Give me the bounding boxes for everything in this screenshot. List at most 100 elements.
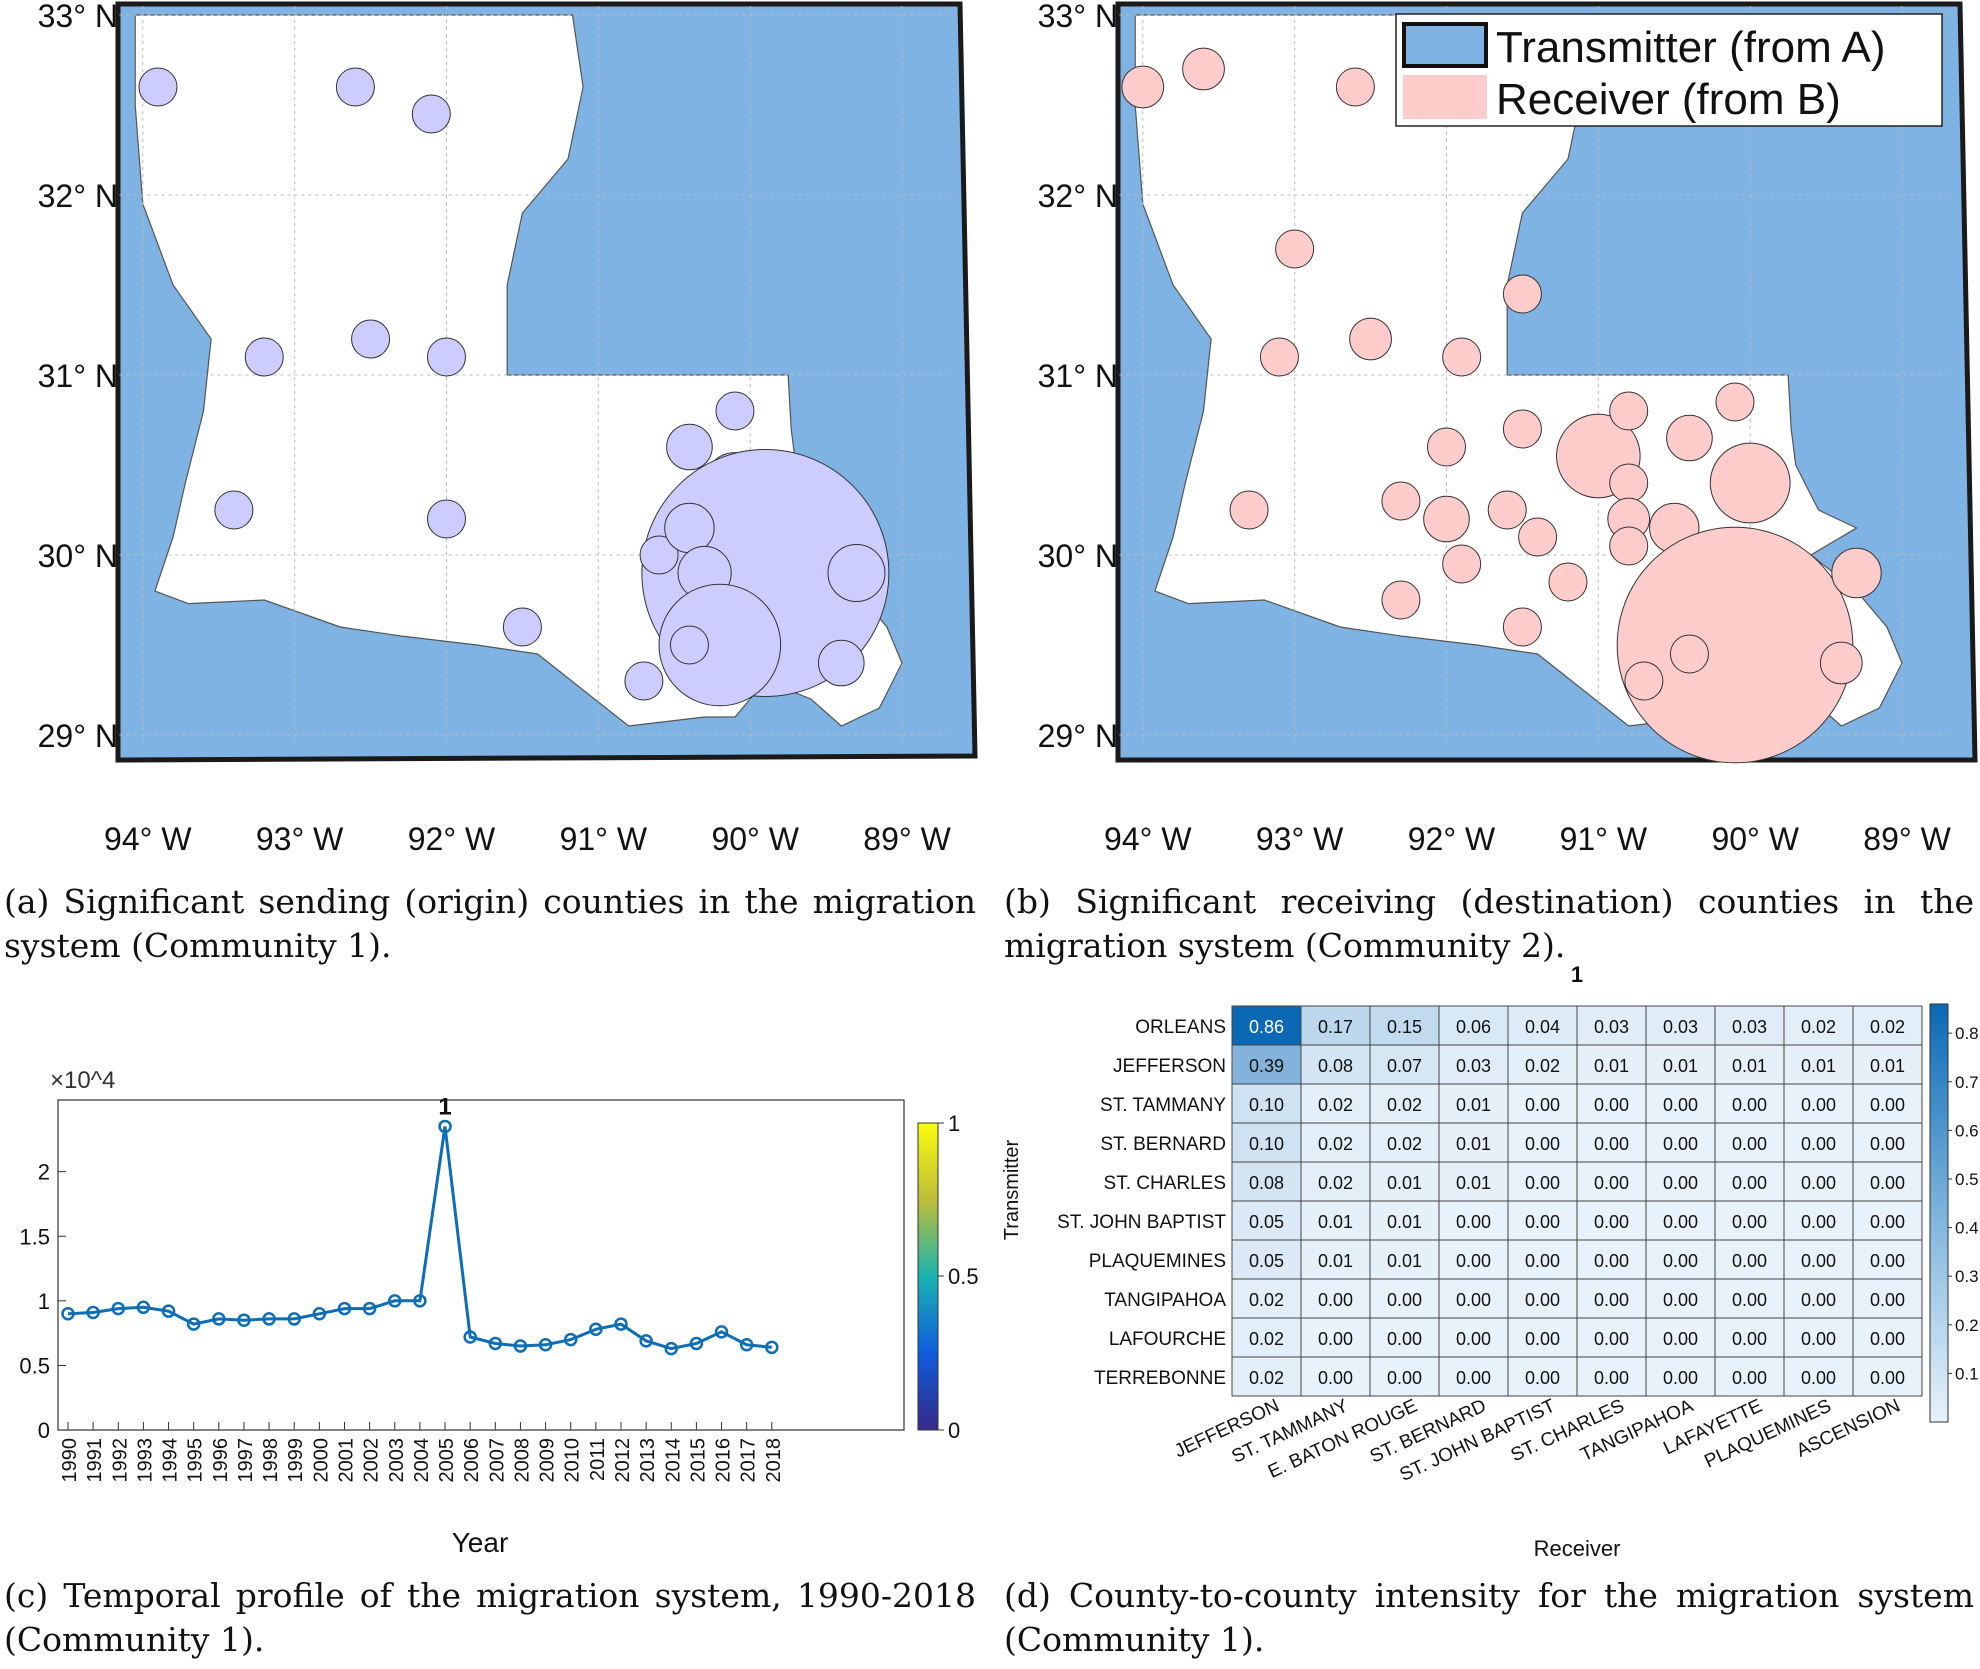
heatmap-cell-value: 0.10: [1249, 1095, 1284, 1115]
county-circle: [1609, 463, 1649, 503]
heatmap-cell-value: 0.00: [1594, 1290, 1629, 1310]
heatmap-cell: [1714, 1044, 1785, 1085]
heatmap-cell-value: 0.00: [1732, 1329, 1767, 1349]
heatmap-cell-value: 0.00: [1594, 1368, 1629, 1388]
caption-d: (d) County-to-county intensity for the m…: [1004, 1576, 1974, 1659]
heatmap-cell-value: 0.00: [1663, 1212, 1698, 1232]
heatmap-cell: [1369, 1044, 1440, 1085]
colorbar-tick-label: 0.1: [1955, 1364, 1979, 1383]
county-circle: [1381, 580, 1421, 620]
series-point: [438, 1119, 452, 1134]
y-tick-label: 1.5: [19, 1224, 50, 1249]
heatmap-title: 1: [1571, 962, 1583, 987]
map-receiving-counties: 33° N 32° N 31° N 30° N 29° N 94° W 93° W 92° …: [1038, 0, 1978, 857]
series-point: [388, 1294, 402, 1308]
heatmap-cell-value: 0.00: [1387, 1329, 1422, 1349]
x-tick-label: 2014: [662, 1438, 684, 1483]
x-tick-label: 2010: [562, 1438, 584, 1483]
heatmap-cell-value: 0.00: [1801, 1329, 1836, 1349]
longitude-labels: 94° W 93° W 92° W 91° W 90° W 89° W: [1104, 821, 1952, 857]
heatmap-cell-value: 0.00: [1525, 1251, 1560, 1271]
heatmap-cell: [1714, 1278, 1785, 1319]
heatmap-cell-value: 0.02: [1249, 1368, 1284, 1388]
heatmap-cell: [1231, 1317, 1302, 1358]
county-circle: [138, 67, 178, 107]
county-circle: [664, 502, 715, 554]
row-label: ST. TAMMANY: [1100, 1095, 1226, 1116]
heatmap-cell-value: 0.05: [1249, 1251, 1284, 1271]
heatmap-cell: [1507, 1122, 1578, 1163]
county-circle: [426, 499, 466, 539]
county-circle: [351, 319, 391, 359]
heatmap-cell-value: 0.03: [1663, 1017, 1698, 1037]
heatmap-cell-value: 0.05: [1249, 1212, 1284, 1232]
series-point: [312, 1307, 327, 1321]
y-tick-label: 1: [38, 1289, 50, 1314]
series-point: [111, 1301, 126, 1316]
heatmap-cell-value: 0.00: [1525, 1095, 1560, 1115]
county-circle: [1715, 382, 1755, 422]
x-tick-label: 2007: [486, 1438, 508, 1483]
heatmap-cell: [1576, 1239, 1647, 1280]
county-circle: [1616, 526, 1854, 764]
heatmap-cell: [1576, 1122, 1647, 1163]
heatmap-cell-value: 0.00: [1525, 1368, 1560, 1388]
heatmap-cell-value: 0.00: [1318, 1329, 1353, 1349]
heatmap-cell-value: 0.03: [1594, 1017, 1629, 1037]
x-tick-label: 2015: [687, 1438, 709, 1483]
heatmap-cell-value: 0.00: [1870, 1173, 1905, 1193]
heatmap-cell-value: 0.02: [1249, 1329, 1284, 1349]
county-circle: [1709, 442, 1791, 524]
heatmap-cell-value: 0.00: [1732, 1095, 1767, 1115]
series-point: [186, 1317, 201, 1331]
heatmap-cell: [1438, 1356, 1509, 1397]
heatmap-cell-value: 0.01: [1801, 1056, 1836, 1076]
heatmap-cell: [1645, 1356, 1716, 1397]
heatmap-cell-value: 0.00: [1594, 1134, 1629, 1154]
heatmap-cell: [1576, 1278, 1647, 1319]
heatmap-cell-value: 0.01: [1663, 1056, 1698, 1076]
county-circle: [1548, 562, 1588, 602]
heatmap-cell: [1645, 1317, 1716, 1358]
series-point: [538, 1338, 553, 1352]
x-tick-label: 1993: [134, 1438, 156, 1483]
heatmap-cell: [1507, 1161, 1578, 1202]
heatmap-cell-value: 0.01: [1318, 1251, 1353, 1271]
heatmap-cell-value: 0.01: [1387, 1212, 1422, 1232]
x-tick-label: 1990: [59, 1438, 81, 1483]
heatmap-cell-value: 0.01: [1870, 1056, 1905, 1076]
heatmap-cell: [1783, 1356, 1854, 1397]
x-tick-label: 2017: [738, 1438, 760, 1483]
heatmap-cell-value: 0.00: [1387, 1290, 1422, 1310]
heatmap-cell-value: 0.00: [1801, 1095, 1836, 1115]
county-circle: [1275, 229, 1315, 269]
lon-tick-label: 93° W: [1256, 821, 1344, 857]
county-circle: [1442, 337, 1482, 377]
county-circle: [1609, 526, 1649, 566]
x-tick-label: 2006: [461, 1438, 483, 1483]
row-label: LAFOURCHE: [1109, 1329, 1226, 1350]
heatmap-cell: [1231, 1083, 1302, 1124]
x-tick-label: 2008: [511, 1438, 533, 1483]
heatmap-cell-value: 0.00: [1870, 1212, 1905, 1232]
county-circle: [1502, 274, 1542, 314]
heatmap-cell-value: 0.01: [1318, 1212, 1353, 1232]
y-tick-label: 2: [38, 1160, 50, 1185]
heatmap-cell-value: 0.39: [1249, 1056, 1284, 1076]
county-circle: [1426, 427, 1466, 467]
heatmap-cell-value: 0.00: [1318, 1290, 1353, 1310]
series-point: [413, 1294, 427, 1308]
row-label: ST. CHARLES: [1104, 1173, 1226, 1194]
series-point: [739, 1338, 754, 1352]
heatmap-cell: [1714, 1239, 1785, 1280]
y-axis-label: Transmitter: [1001, 1139, 1023, 1240]
colorbar: [1929, 1003, 1949, 1423]
heatmap-cell: [1369, 1356, 1440, 1397]
heatmap-cell: [1438, 1200, 1509, 1241]
x-axis-label: Receiver: [1534, 1536, 1621, 1560]
colorbar-tick-label: 0.7: [1955, 1073, 1979, 1092]
heatmap-cell-value: 0.00: [1663, 1173, 1698, 1193]
heatmap-cell-value: 0.00: [1594, 1173, 1629, 1193]
x-tick-label: 1994: [160, 1438, 182, 1483]
heatmap-cell-value: 0.00: [1732, 1251, 1767, 1271]
